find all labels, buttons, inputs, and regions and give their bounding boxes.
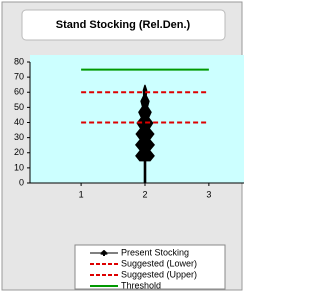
y-tick-label: 40 [14, 117, 24, 127]
plot-area [30, 55, 244, 183]
y-tick-label: 10 [14, 162, 24, 172]
y-tick-label: 30 [14, 132, 24, 142]
x-tick-label: 1 [79, 189, 84, 199]
x-tick-label: 2 [142, 189, 147, 199]
y-tick-label: 20 [14, 147, 24, 157]
x-tick-label: 3 [206, 189, 211, 199]
y-tick-label: 60 [14, 87, 24, 97]
legend-label: Suggested (Upper) [121, 269, 197, 279]
legend-label: Threshold [121, 280, 161, 290]
y-tick-label: 50 [14, 102, 24, 112]
chart: Stand Stocking (Rel.Den.) 0 10 20 30 40 50 60 7… [0, 0, 245, 292]
y-tick-label: 0 [19, 177, 24, 187]
y-tick-label: 80 [14, 56, 24, 66]
legend-label: Present Stocking [121, 247, 189, 257]
y-tick-label: 70 [14, 72, 24, 82]
legend-label: Suggested (Lower) [121, 258, 197, 268]
chart-title: Stand Stocking (Rel.Den.) [56, 19, 191, 31]
